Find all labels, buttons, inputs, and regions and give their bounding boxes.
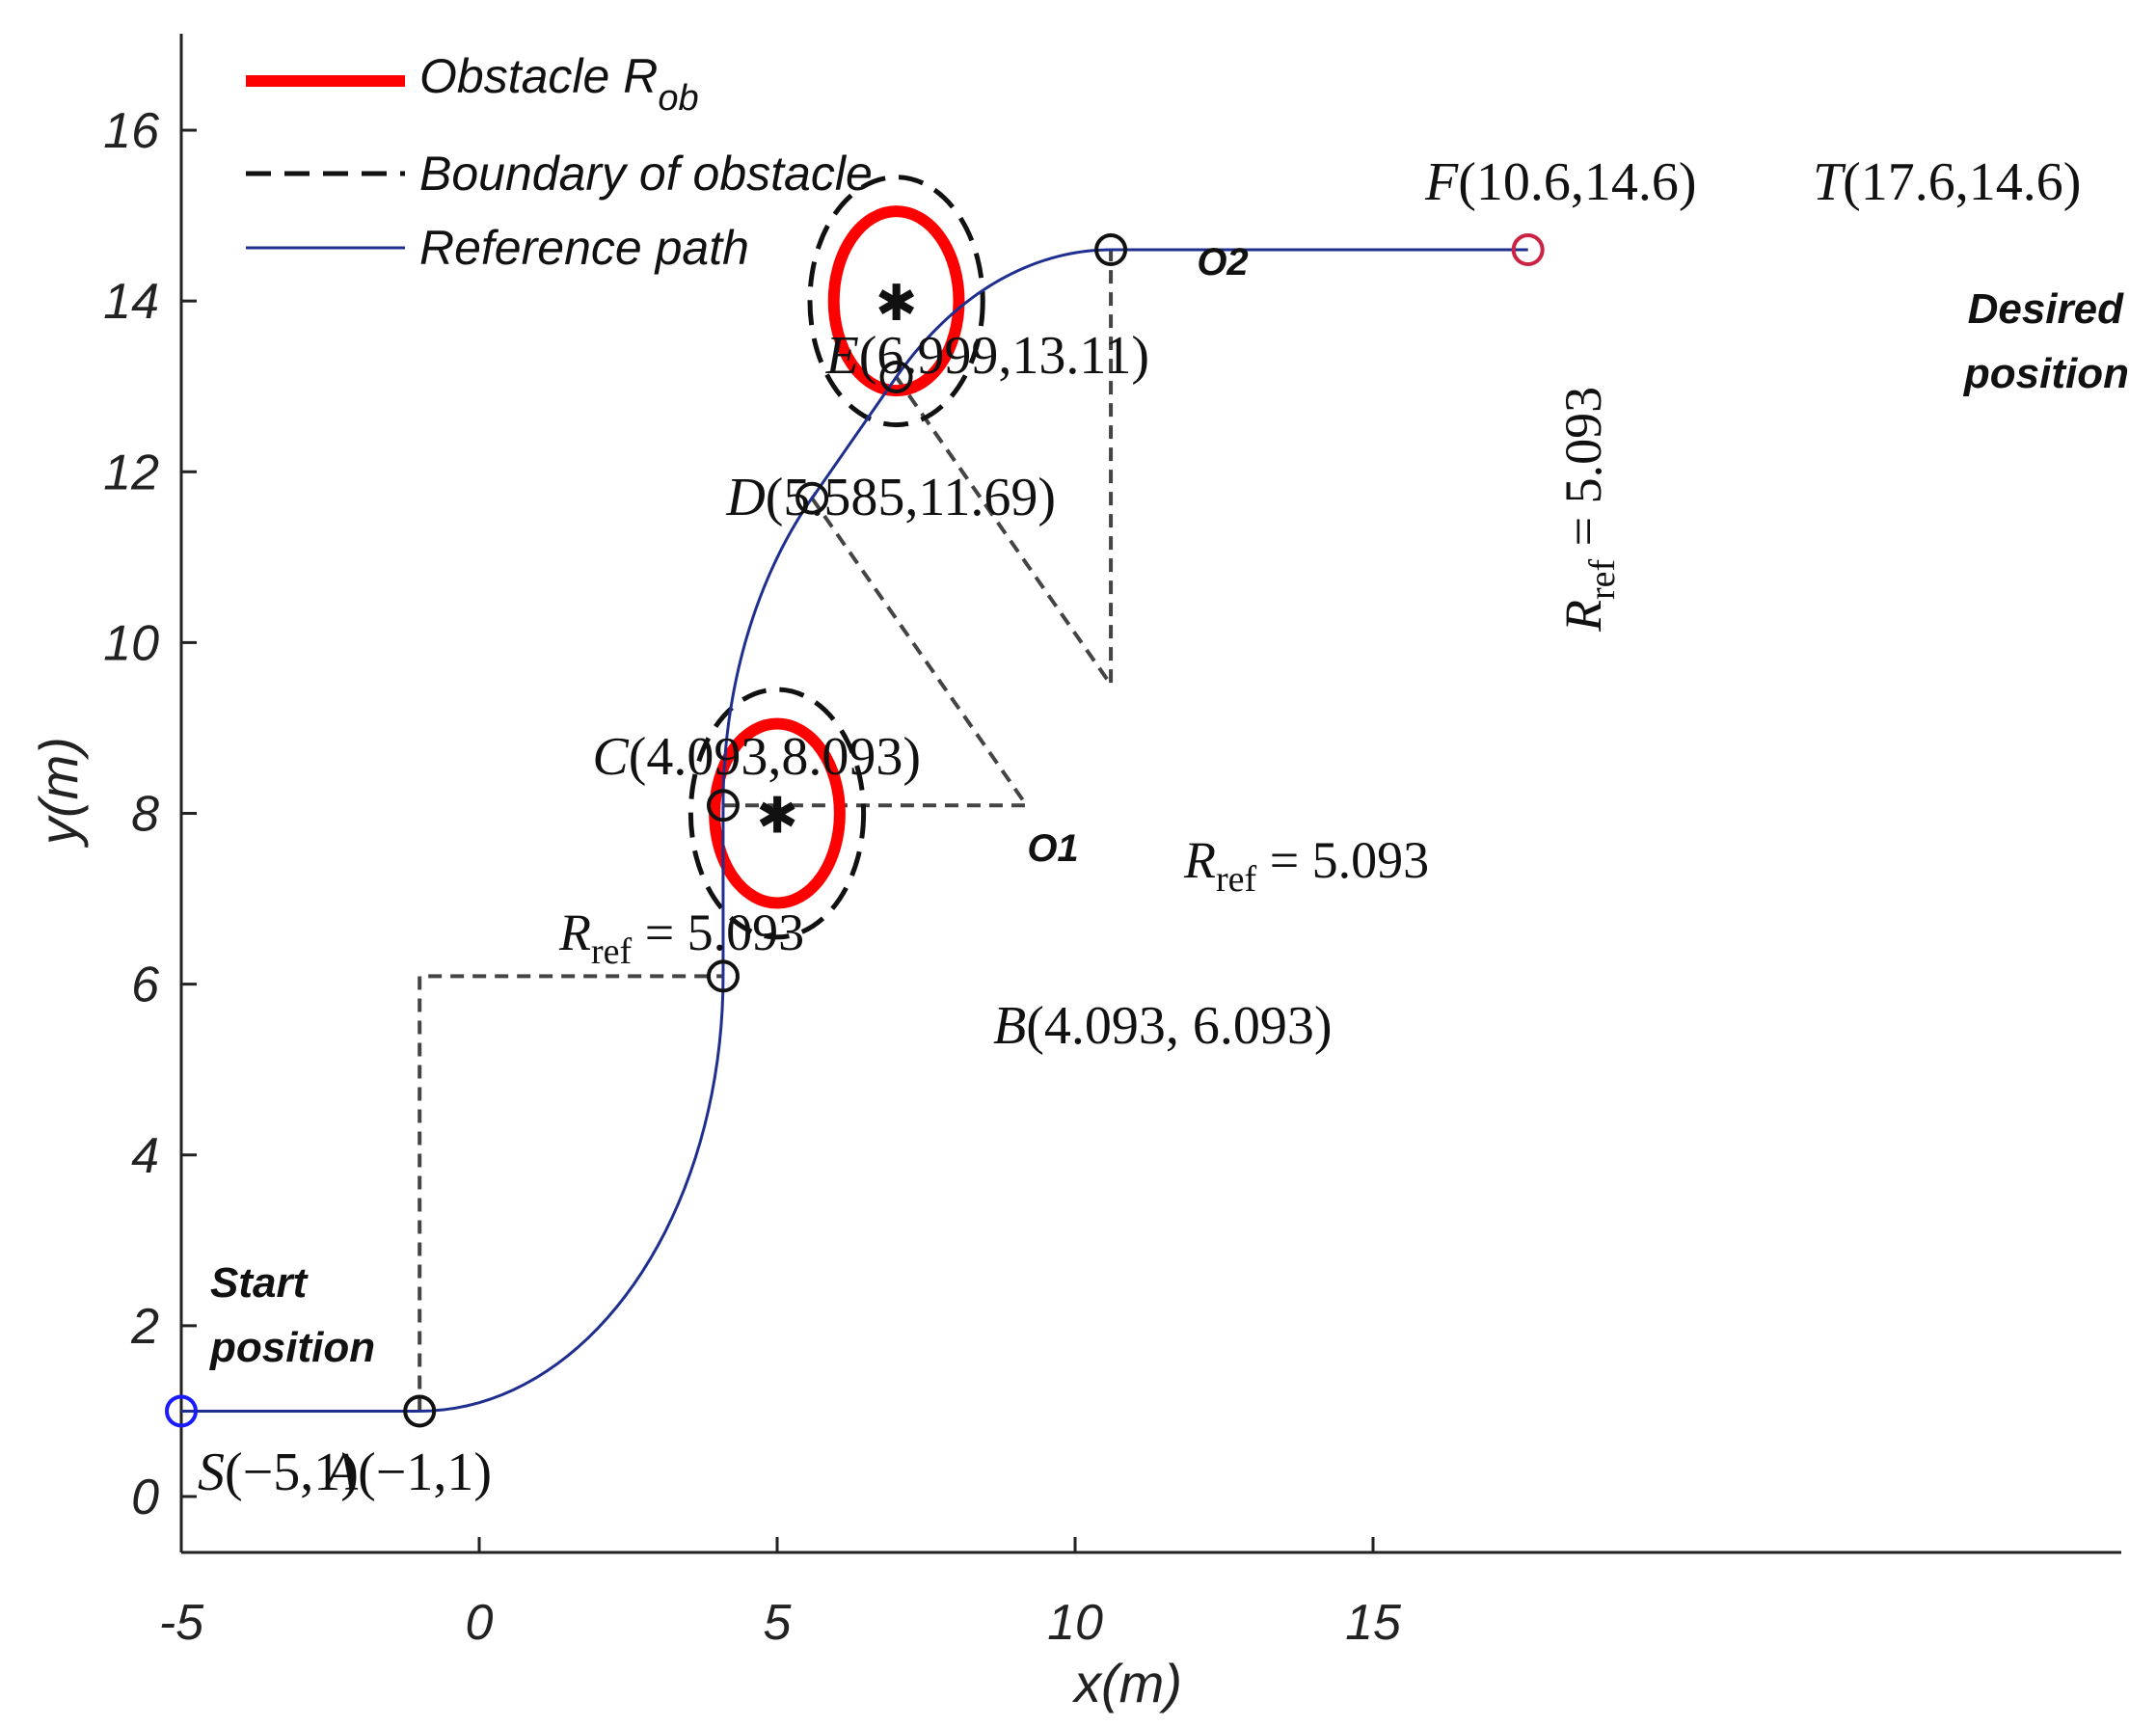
obstacle-center-marker: ✱ [756, 788, 798, 846]
waypoint-label-B: B(4.093, 6.093) [993, 996, 1333, 1056]
waypoint-label-F: F(10.6,14.6) [1424, 152, 1697, 212]
obstacle-label-O2: O2 [1197, 241, 1248, 283]
waypoint-marker-B [706, 959, 740, 993]
y-tick-label: 16 [103, 103, 159, 159]
legend-label-path: Reference path [419, 221, 749, 275]
obstacle-circle-O1 [709, 717, 846, 909]
legend-label-boundary: Boundary of obstacle [419, 147, 873, 201]
radius-guides [418, 250, 1114, 1412]
y-tick-label: 2 [130, 1299, 159, 1355]
waypoint-marker-C [706, 789, 740, 823]
waypoint-marker-F [1094, 233, 1128, 267]
obstacles: ✱✱ [687, 175, 985, 940]
x-tick-label: 0 [466, 1595, 494, 1651]
radius-label-r3: Rref = 5.093 [1554, 387, 1623, 633]
x-tick-label: -5 [159, 1595, 204, 1651]
path-segment-4 [810, 376, 898, 499]
waypoint-label-C: C(4.093,8.093) [592, 727, 921, 787]
y-tick-label: 4 [131, 1128, 159, 1184]
waypoints [165, 233, 1545, 1428]
y-tick-label: 6 [131, 957, 159, 1013]
obstacle-center-marker: ✱ [876, 275, 918, 333]
obstacle-boundary-O2 [807, 175, 985, 428]
desired-position-line1: Desired [1968, 285, 2125, 333]
waypoint-label-S: S(−5,1) [198, 1443, 359, 1502]
waypoint-label-A: A(−1,1) [321, 1443, 492, 1502]
desired-position-line2: position [1963, 350, 2129, 397]
radius-guide-r1 [418, 974, 723, 1412]
path-segment-5 [895, 248, 1112, 378]
y-tick-label: 8 [131, 787, 159, 843]
waypoint-label-T: T(17.6,14.6) [1813, 152, 2081, 212]
y-tick-label: 10 [103, 615, 159, 671]
waypoint-marker-A [403, 1394, 437, 1428]
x-tick-label: 10 [1047, 1595, 1103, 1651]
radius-label-r1: Rref = 5.093 [558, 903, 804, 972]
waypoint-marker-T [1511, 233, 1545, 267]
x-tick-label: 5 [764, 1595, 793, 1651]
obstacle-boundary-O1 [687, 687, 867, 940]
obstacle-label-O1: O1 [1027, 827, 1078, 870]
radius-guide-r2 [722, 497, 1031, 808]
reference-path [181, 248, 1528, 1413]
y-tick-label: 14 [103, 274, 159, 330]
start-position-line1: Start [210, 1259, 310, 1307]
y-axis-title: y(m) [28, 737, 89, 849]
waypoint-marker-S [165, 1394, 198, 1428]
y-tick-label: 12 [103, 445, 159, 500]
waypoint-label-E: E(6.999,13.11) [825, 326, 1149, 386]
waypoint-marker-D [795, 481, 829, 515]
x-tick-label: 15 [1345, 1595, 1402, 1651]
axis-ticks: -5 0 5 10 15 0 2 4 6 8 10 12 14 16 [103, 103, 1402, 1651]
path-segment-3 [721, 491, 818, 806]
y-tick-label: 0 [131, 1470, 159, 1525]
annotations: S(−5,1)A(−1,1) B(4.093, 6.093) C(4.093,8.0… [198, 152, 2129, 1502]
path-segment-1 [419, 976, 725, 1413]
start-position-line2: position [209, 1324, 375, 1371]
legend-label-obstacle: Obstacle Rob [419, 49, 699, 119]
waypoint-label-D: D(5.585,11.69) [725, 468, 1056, 527]
radius-label-r2: Rref = 5.093 [1183, 831, 1429, 900]
x-axis-title: x(m) [1071, 1653, 1182, 1713]
legend: Obstacle Rob Boundary of obstacle Refere… [246, 49, 873, 275]
waypoint-marker-E [879, 360, 913, 393]
